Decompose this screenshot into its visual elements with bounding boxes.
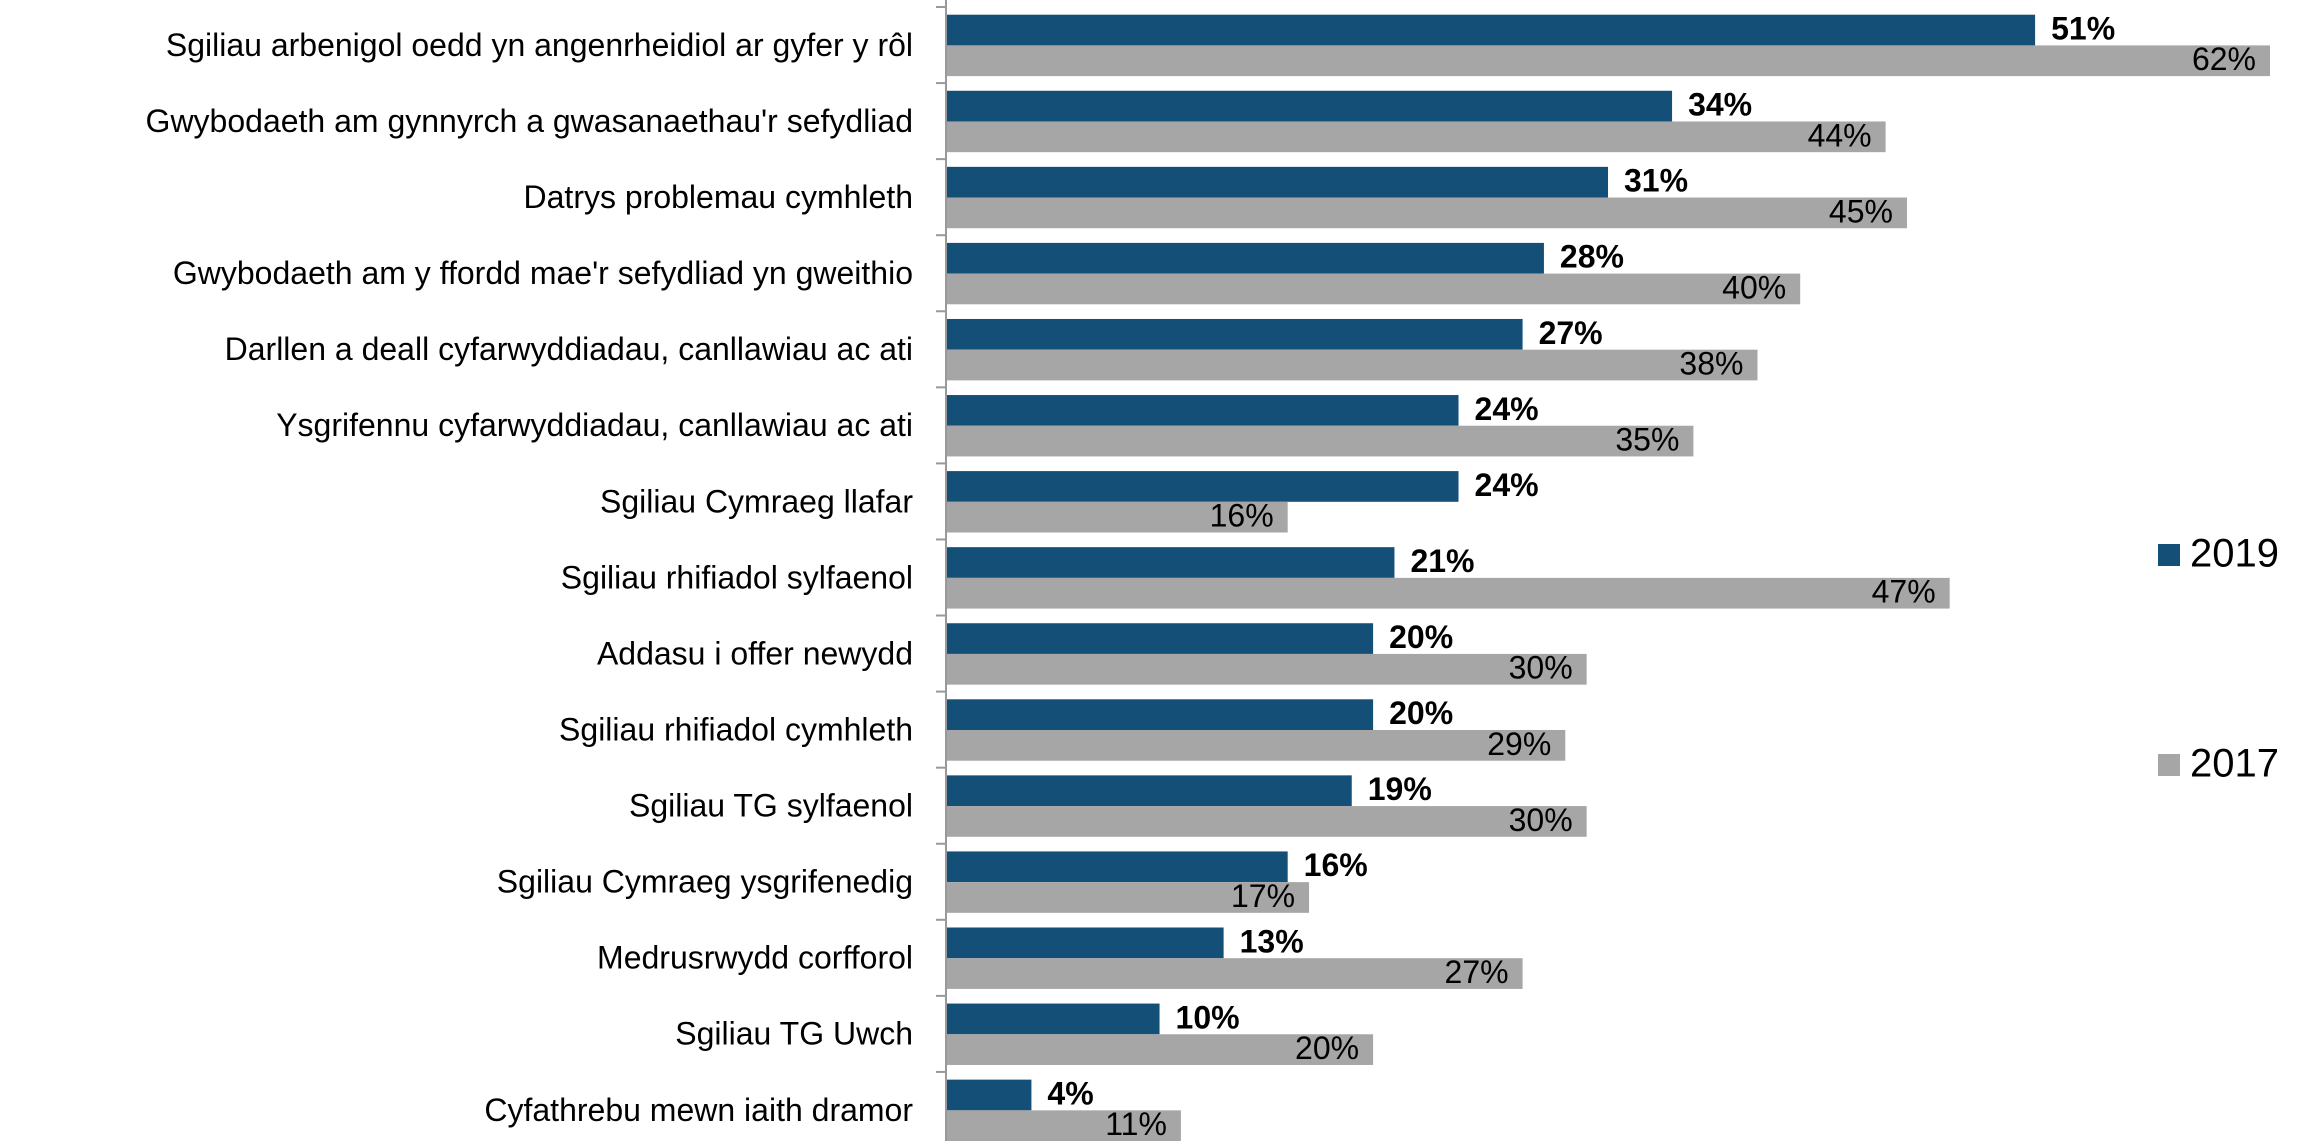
value-label: 24% (1475, 391, 1539, 427)
value-label: 20% (1389, 619, 1453, 655)
value-label: 62% (2192, 41, 2256, 77)
bar (946, 45, 2270, 77)
bar (946, 775, 1352, 807)
value-label: 51% (2051, 11, 2115, 47)
legend-label: 2017 (2190, 742, 2279, 786)
bar (946, 166, 1608, 198)
bar (946, 121, 1886, 153)
value-label: 16% (1210, 498, 1274, 534)
value-label: 28% (1560, 239, 1624, 275)
value-label: 34% (1688, 87, 1752, 123)
category-label: Sgiliau TG sylfaenol (629, 788, 913, 824)
value-label: 27% (1539, 315, 1603, 351)
bar (946, 1110, 1181, 1141)
value-label: 21% (1410, 543, 1474, 579)
bar (946, 349, 1758, 381)
category-label: Sgiliau rhifiadol cymhleth (559, 711, 913, 747)
category-label: Sgiliau Cymraeg ysgrifenedig (497, 864, 913, 900)
value-label: 30% (1509, 650, 1573, 686)
category-label: Datrys problemau cymhleth (524, 179, 913, 215)
bar (946, 806, 1587, 837)
value-label: 16% (1304, 847, 1368, 883)
value-label: 35% (1615, 422, 1679, 458)
bar (946, 927, 1224, 959)
bar (946, 699, 1374, 730)
value-label: 38% (1679, 345, 1743, 381)
category-label: Darllen a deall cyfarwyddiadau, canllawi… (225, 331, 913, 367)
bar (946, 90, 1673, 122)
value-label: 30% (1509, 802, 1573, 838)
category-label: Gwybodaeth am y ffordd mae'r sefydliad y… (173, 255, 913, 291)
value-label: 13% (1240, 923, 1304, 959)
value-label: 47% (1872, 574, 1936, 610)
bar (946, 653, 1587, 685)
legend-swatch (2158, 544, 2180, 566)
bar (946, 547, 1395, 578)
category-label: Ysgrifennu cyfarwyddiadau, canllawiau ac… (276, 407, 913, 443)
value-label: 10% (1176, 999, 1240, 1035)
bar (946, 395, 1459, 426)
value-label: 31% (1624, 163, 1688, 199)
value-label: 24% (1475, 467, 1539, 503)
bar (946, 471, 1459, 502)
bar (946, 197, 1907, 229)
bar (946, 577, 1950, 609)
value-label: 45% (1829, 193, 1893, 229)
value-label: 27% (1445, 954, 1509, 990)
category-label: Cyfathrebu mewn iaith dramor (484, 1092, 913, 1128)
bar (946, 318, 1523, 350)
category-label: Addasu i offer newydd (597, 635, 913, 671)
legend-label: 2019 (2190, 532, 2279, 576)
value-label: 19% (1368, 771, 1432, 807)
category-label: Gwybodaeth am gynnyrch a gwasanaethau'r … (146, 103, 913, 139)
bar (946, 1003, 1160, 1035)
bar (946, 882, 1310, 913)
value-label: 20% (1389, 695, 1453, 731)
category-label: Sgiliau rhifiadol sylfaenol (561, 559, 913, 595)
bar (946, 958, 1523, 989)
bar (946, 425, 1694, 457)
bar (946, 1079, 1032, 1111)
bar (946, 14, 2036, 46)
category-label: Medrusrwydd corfforol (597, 940, 913, 976)
category-label: Sgiliau Cymraeg llafar (600, 483, 913, 519)
value-label: 40% (1722, 269, 1786, 305)
bar (946, 730, 1566, 761)
bar (946, 851, 1288, 883)
bar (946, 1034, 1374, 1065)
value-label: 20% (1295, 1030, 1359, 1066)
value-label: 44% (1808, 117, 1872, 153)
value-label: 17% (1231, 878, 1295, 914)
value-label: 29% (1487, 726, 1551, 762)
legend-swatch (2158, 754, 2180, 776)
value-label: 4% (1047, 1075, 1093, 1111)
bar (946, 501, 1288, 533)
category-label: Sgiliau TG Uwch (675, 1016, 913, 1052)
bar (946, 623, 1374, 654)
value-label: 11% (1105, 1106, 1167, 1141)
category-label: Sgiliau arbenigol oedd yn angenrheidiol … (166, 27, 913, 63)
bar (946, 242, 1544, 274)
bar (946, 273, 1801, 305)
